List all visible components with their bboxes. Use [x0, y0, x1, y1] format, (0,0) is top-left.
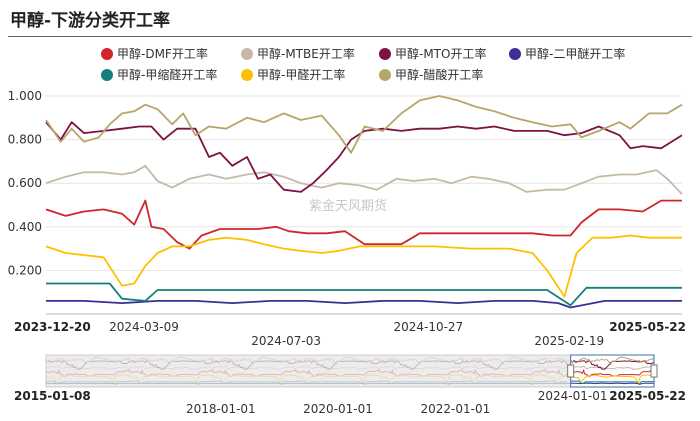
legend-marker-5[interactable] — [101, 69, 113, 81]
navigator-mask — [46, 355, 571, 387]
legend-item-6[interactable]: 甲醇-甲醛开工率 — [257, 67, 345, 82]
y-tick-label: 0.600 — [8, 176, 42, 190]
series-line-1 — [45, 199, 682, 250]
navigator-window-line-3 — [570, 359, 655, 370]
navigator-window-line-1 — [570, 368, 654, 378]
navigator-tick-label: 2020-01-01 — [303, 402, 373, 416]
legend: 甲醇-DMF开工率 甲醇-MTBE开工率 甲醇-MTO开工率 甲醇-二甲醚开工率甲醇-… — [101, 46, 625, 82]
legend-item-7[interactable]: 甲醇-醋酸开工率 — [395, 67, 483, 82]
navigator-history-line-3 — [45, 359, 571, 370]
navigator-tick-label: 2024-01-01 — [538, 389, 608, 403]
page-title: 甲醇-下游分类开工率 — [10, 11, 171, 31]
y-tick-label: 0.800 — [8, 133, 42, 147]
y-tick-label: 0.200 — [8, 263, 42, 277]
navigator-history-line-6 — [45, 374, 570, 384]
series-line-7 — [45, 95, 683, 154]
legend-item-1[interactable]: 甲醇-DMF开工率 — [117, 46, 208, 61]
x-axis: 2023-12-20 2024-03-09 2024-07-03 2024-10-27… — [14, 320, 686, 348]
navigator-end-label: 2025-05-22 — [609, 389, 686, 403]
x-tick-label: 2025-02-19 — [534, 334, 604, 348]
watermark: 紫金天风期货 — [309, 198, 387, 214]
navigator-start-label: 2015-01-08 — [14, 389, 91, 403]
legend-marker-4[interactable] — [509, 48, 521, 60]
navigator-history-line-1 — [45, 369, 569, 378]
legend-marker-6[interactable] — [241, 69, 253, 81]
series-line-3 — [45, 121, 683, 193]
range-navigator[interactable]: 2015-01-08 2025-05-22 2018-01-01 2020-01-01… — [14, 354, 686, 416]
navigator-window-line-6 — [570, 374, 654, 384]
series-line-5 — [46, 282, 682, 307]
navigator-history-line-7 — [45, 356, 570, 366]
x-tick-label: 2024-03-09 — [109, 320, 179, 334]
watermark-text: 紫金天风期货 — [309, 198, 387, 214]
navigator-right-handle[interactable] — [650, 364, 658, 378]
navigator-history — [45, 356, 571, 385]
legend-marker-2[interactable] — [241, 48, 253, 60]
legend-item-2[interactable]: 甲醇-MTBE开工率 — [257, 46, 355, 61]
navigator-window-lines — [570, 356, 655, 385]
series-line-6 — [45, 234, 682, 298]
y-axis: 1.000 0.800 0.600 0.400 0.200 — [8, 89, 42, 277]
series-line-2 — [45, 164, 683, 195]
navigator-history-line-2 — [45, 365, 570, 371]
legend-item-5[interactable]: 甲醇-甲缩醛开工率 — [117, 67, 217, 82]
x-tick-label: 2025-05-22 — [609, 320, 686, 334]
navigator-tick-label: 2022-01-01 — [421, 402, 491, 416]
y-tick-label: 1.000 — [8, 89, 42, 103]
legend-marker-7[interactable] — [379, 69, 391, 81]
title-divider — [8, 36, 692, 37]
x-tick-label: 2024-10-27 — [393, 320, 463, 334]
legend-item-4[interactable]: 甲醇-二甲醚开工率 — [525, 46, 625, 61]
navigator-track[interactable] — [45, 354, 655, 388]
navigator-window-line-2 — [570, 365, 655, 370]
navigator-left-handle[interactable] — [567, 364, 575, 378]
legend-marker-1[interactable] — [101, 48, 113, 60]
series-line-4 — [46, 299, 682, 309]
navigator-history-line-5 — [46, 380, 568, 385]
series-lines — [45, 95, 683, 309]
x-tick-label: 2023-12-20 — [14, 320, 91, 334]
y-tick-label: 0.400 — [8, 220, 42, 234]
legend-item-3[interactable]: 甲醇-MTO开工率 — [395, 46, 486, 61]
navigator-history-line-4 — [46, 382, 571, 385]
navigator-tick-label: 2018-01-01 — [186, 402, 256, 416]
x-tick-label: 2024-07-03 — [251, 334, 321, 348]
navigator-window-line-7 — [570, 356, 655, 366]
navigator-window-line-5 — [570, 380, 654, 385]
legend-marker-3[interactable] — [379, 48, 391, 60]
